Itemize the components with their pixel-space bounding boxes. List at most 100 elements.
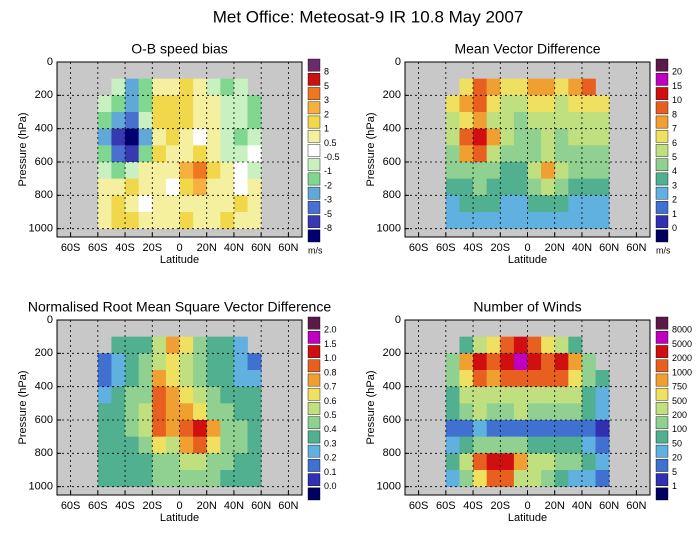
colorbar-label: 8 — [672, 109, 677, 119]
colorbar-label: 50 — [672, 438, 682, 448]
y-tick-label: 200 — [383, 89, 401, 101]
colorbar-swatch — [655, 58, 669, 72]
heat-cell — [247, 178, 262, 196]
x-axis-label: Latitude — [508, 512, 547, 524]
heat-cell — [500, 436, 515, 454]
heat-cell — [111, 195, 126, 213]
heat-cell — [125, 78, 139, 96]
heat-cell — [138, 145, 153, 163]
heat-cell — [179, 386, 194, 404]
heat-cell — [125, 178, 139, 196]
heat-cell — [220, 95, 235, 113]
heat-cell — [220, 453, 235, 471]
heat-cell — [165, 212, 180, 229]
colorbar-swatch — [655, 101, 669, 115]
heat-cell — [513, 453, 528, 471]
heat-cell — [581, 162, 596, 179]
heat-cell — [125, 145, 139, 163]
heat-cell — [527, 436, 542, 454]
colorbar-swatch — [307, 58, 321, 72]
panel-title: Number of Winds — [473, 299, 581, 315]
colorbar-swatch — [307, 430, 321, 444]
heat-cell — [111, 436, 126, 454]
heat-cell — [459, 112, 474, 129]
heat-cell — [486, 436, 501, 454]
heat-cell — [554, 386, 569, 404]
colorbar-label: -3 — [324, 195, 332, 205]
heat-cell — [165, 112, 180, 129]
heat-cell — [527, 470, 542, 487]
heat-cell — [459, 212, 474, 229]
heat-cell — [247, 386, 262, 404]
heat-cell — [486, 420, 501, 437]
colorbar-label: -5 — [324, 209, 332, 219]
colorbar-label: 0.1 — [324, 467, 337, 477]
heat-cell — [541, 436, 556, 454]
heat-cell — [541, 403, 556, 421]
y-tick-label: 800 — [383, 189, 401, 201]
y-tick-label: 1000 — [377, 481, 401, 493]
colorbar-label: 2.0 — [324, 325, 337, 335]
colorbar-swatch — [655, 473, 669, 486]
heat-cell — [97, 195, 112, 213]
heat-cell — [595, 112, 610, 129]
heat-cell — [179, 195, 194, 213]
y-tick-label: 400 — [383, 123, 401, 135]
colorbar-swatch — [655, 487, 669, 501]
colorbar-label: 3 — [672, 180, 677, 190]
heat-cell — [473, 178, 487, 196]
heat-cell — [220, 78, 235, 96]
heat-cell — [193, 470, 208, 487]
heat-cell — [581, 212, 596, 229]
x-tick-label: 40S — [115, 500, 135, 512]
heat-cell — [97, 162, 112, 179]
heat-cell — [445, 370, 460, 387]
heat-cell — [486, 112, 501, 129]
colorbar-label: 8 — [324, 67, 329, 77]
heat-cell — [554, 128, 569, 146]
heat-cell — [541, 420, 556, 437]
y-tick-label: 0 — [395, 314, 401, 326]
colorbar-swatch — [307, 115, 321, 129]
y-tick-label: 0 — [47, 314, 53, 326]
heat-cell — [500, 162, 515, 179]
x-tick-label: 60S — [436, 500, 456, 512]
heat-cell — [541, 78, 556, 96]
heat-cell — [111, 403, 126, 421]
heat-cell — [486, 470, 501, 487]
heat-cell — [459, 178, 474, 196]
x-tick-label: 60N — [278, 242, 298, 254]
heat-cell — [459, 370, 474, 387]
colorbar-swatch — [307, 215, 321, 228]
heat-cell — [206, 436, 221, 454]
heat-cell — [486, 178, 501, 196]
colorbar-label: 2000 — [672, 353, 692, 363]
heat-cell — [581, 78, 596, 96]
heat-cell — [541, 145, 556, 163]
heat-cell — [500, 386, 515, 404]
heat-cell — [473, 95, 487, 113]
colorbar-swatch — [307, 129, 321, 143]
heat-cell — [527, 145, 542, 163]
y-axis-label: Pressure (hPa) — [17, 113, 29, 187]
heat-cell — [138, 162, 153, 179]
colorbar-label: 4 — [672, 166, 677, 176]
heat-cell — [513, 178, 528, 196]
heat-cell — [541, 195, 556, 213]
plot-frame — [404, 319, 651, 496]
heat-cell — [233, 420, 248, 437]
heat-cell — [473, 112, 487, 129]
heat-cell — [138, 178, 153, 196]
heat-cell — [193, 112, 208, 129]
colorbar-swatch — [307, 459, 321, 472]
heat-cell — [111, 112, 126, 129]
heat-cell — [193, 420, 208, 437]
colorbar-label: 1.5 — [324, 339, 337, 349]
heat-cell — [193, 336, 208, 354]
heat-cell — [473, 386, 487, 404]
heat-cell — [581, 353, 596, 371]
x-tick-label: 60N — [251, 242, 271, 254]
heat-cell — [165, 470, 180, 487]
heat-cell — [233, 128, 248, 146]
heat-cell — [568, 162, 583, 179]
